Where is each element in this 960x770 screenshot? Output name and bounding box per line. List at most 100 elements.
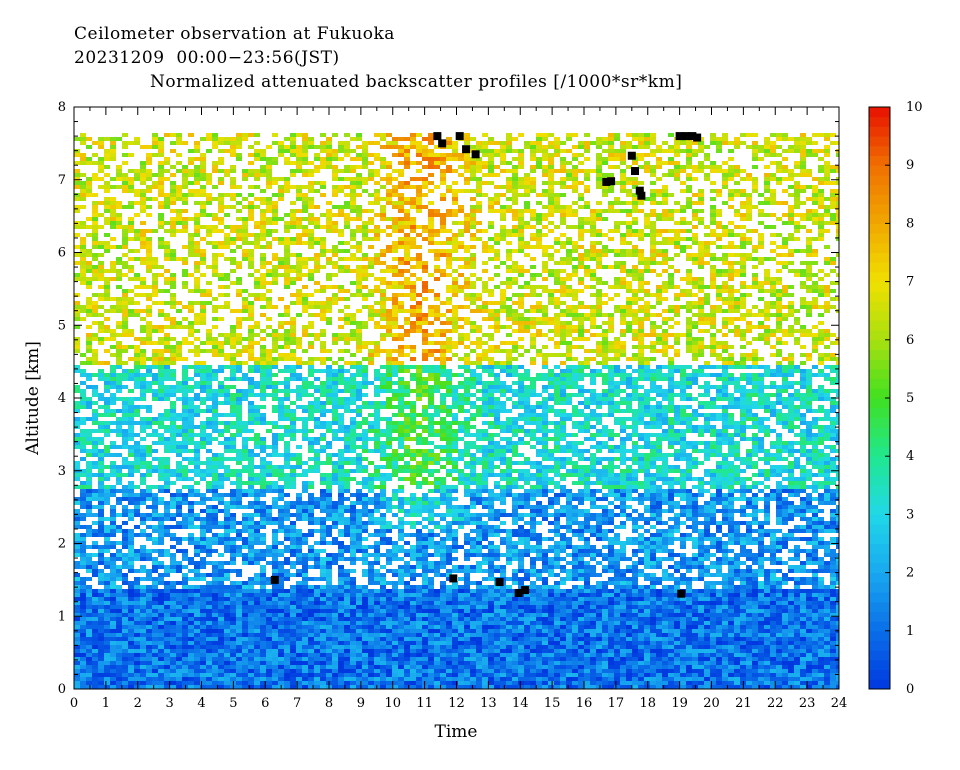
heatmap-cell	[506, 641, 512, 645]
heatmap-cell	[680, 521, 686, 525]
heatmap-cell	[698, 513, 704, 517]
heatmap-cell	[512, 545, 518, 549]
heatmap-cell	[728, 617, 734, 621]
heatmap-cell	[650, 633, 656, 637]
heatmap-cell	[224, 605, 230, 609]
heatmap-cell	[344, 601, 350, 605]
heatmap-cell	[440, 613, 446, 617]
heatmap-cell	[332, 677, 338, 681]
heatmap-cell	[164, 605, 170, 609]
heatmap-cell	[260, 613, 266, 617]
heatmap-cell	[296, 669, 302, 673]
heatmap-cell	[182, 621, 188, 625]
heatmap-cell	[620, 553, 626, 557]
heatmap-cell	[512, 549, 518, 553]
heatmap-cell	[164, 525, 170, 529]
heatmap-cell	[440, 553, 446, 557]
heatmap-cell	[716, 645, 722, 649]
heatmap-cell	[512, 577, 518, 581]
heatmap-cell	[164, 653, 170, 657]
heatmap-cell	[638, 617, 644, 621]
heatmap-cell	[548, 605, 554, 609]
heatmap-cell	[110, 609, 116, 613]
heatmap-cell	[506, 541, 512, 545]
heatmap-cell	[758, 581, 764, 585]
heatmap-cell	[80, 601, 86, 605]
heatmap-cell	[578, 529, 584, 533]
heatmap-cell	[194, 653, 200, 657]
heatmap-cell	[548, 557, 554, 561]
heatmap-cell	[152, 585, 158, 589]
heatmap-cell	[416, 653, 422, 657]
heatmap-cell	[362, 509, 368, 513]
heatmap-cell	[416, 665, 422, 669]
heatmap-cell	[368, 533, 374, 537]
heatmap-cell	[296, 553, 302, 557]
heatmap-cell	[314, 653, 320, 657]
heatmap-cell	[254, 625, 260, 629]
heatmap-cell	[740, 589, 746, 593]
heatmap-cell	[674, 681, 680, 685]
heatmap-cell	[98, 517, 104, 521]
heatmap-cell	[470, 605, 476, 609]
heatmap-cell	[440, 629, 446, 633]
heatmap-cell	[830, 685, 836, 689]
heatmap-cell	[200, 601, 206, 605]
heatmap-cell	[290, 593, 296, 597]
heatmap-cell	[812, 677, 818, 681]
heatmap-cell	[806, 601, 812, 605]
heatmap-cell	[428, 581, 434, 585]
heatmap-cell	[656, 589, 662, 593]
heatmap-cell	[608, 557, 614, 561]
heatmap-cell	[350, 585, 356, 589]
heatmap-cell	[680, 621, 686, 625]
heatmap-cell	[488, 645, 494, 649]
heatmap-cell	[554, 605, 560, 609]
heatmap-cell	[452, 509, 458, 513]
heatmap-cell	[296, 685, 302, 689]
heatmap-cell	[668, 625, 674, 629]
heatmap-cell	[254, 597, 260, 601]
heatmap-cell	[464, 569, 470, 573]
heatmap-cell	[668, 553, 674, 557]
heatmap-cell	[290, 673, 296, 677]
heatmap-cell	[320, 569, 326, 573]
heatmap-cell	[470, 681, 476, 685]
heatmap-cell	[638, 561, 644, 565]
heatmap-cell	[584, 529, 590, 533]
heatmap-cell	[410, 665, 416, 669]
heatmap-cell	[710, 677, 716, 681]
heatmap-cell	[452, 685, 458, 689]
heatmap-cell	[422, 553, 428, 557]
heatmap-cell	[92, 629, 98, 633]
heatmap-cell	[668, 613, 674, 617]
heatmap-cell	[710, 545, 716, 549]
heatmap-cell	[248, 641, 254, 645]
heatmap-cell	[134, 673, 140, 677]
heatmap-cell	[752, 597, 758, 601]
heatmap-cell	[224, 661, 230, 665]
heatmap-cell	[458, 613, 464, 617]
heatmap-cell	[314, 685, 320, 689]
heatmap-cell	[182, 617, 188, 621]
heatmap-cell	[836, 593, 839, 597]
heatmap-cell	[422, 629, 428, 633]
heatmap-cell	[146, 593, 152, 597]
heatmap-cell	[734, 629, 740, 633]
heatmap-cell	[356, 613, 362, 617]
heatmap-cell	[602, 685, 608, 689]
heatmap-cell	[428, 661, 434, 665]
heatmap-cell	[782, 681, 788, 685]
heatmap-cell	[470, 625, 476, 629]
heatmap-cell	[254, 561, 260, 565]
heatmap-cell	[680, 561, 686, 565]
heatmap-cell	[410, 593, 416, 597]
heatmap-cell	[818, 681, 824, 685]
heatmap-cell	[98, 577, 104, 581]
heatmap-cell	[506, 669, 512, 673]
heatmap-cell	[362, 613, 368, 617]
heatmap-cell	[134, 645, 140, 649]
heatmap-cell	[578, 637, 584, 641]
heatmap-cell	[122, 581, 128, 585]
heatmap-cell	[158, 517, 164, 521]
